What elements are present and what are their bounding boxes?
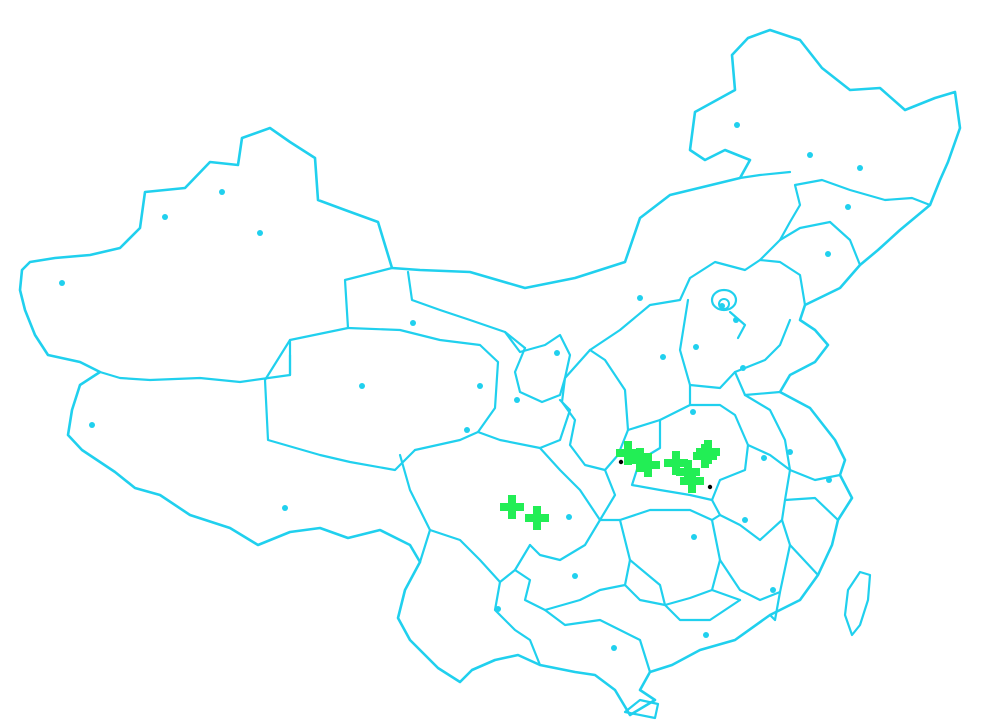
border-liaoning <box>758 220 862 307</box>
border-beijing <box>710 288 738 312</box>
capital-dot-icon <box>691 534 697 540</box>
capital-dot-icon <box>464 427 470 433</box>
capital-dot-icon <box>637 295 643 301</box>
border-tianjin <box>728 310 747 340</box>
capital-dot-icon <box>257 230 263 236</box>
capital-dot-icon <box>282 505 288 511</box>
capital-dot-icon <box>89 422 95 428</box>
capital-dot-icon <box>410 320 416 326</box>
capital-dot-icon <box>770 587 776 593</box>
border-hubei <box>598 468 722 522</box>
border-inner-mongolia-south <box>588 220 832 352</box>
capital-dot-icon <box>690 409 696 415</box>
border-xinjiang-tibet <box>98 353 292 384</box>
border-yunnan <box>493 580 542 667</box>
border-tibet-sichuan <box>398 453 432 564</box>
border-gansu-sichuan <box>476 398 572 450</box>
plus-marker-icon <box>628 448 652 472</box>
border-gansu-ningxia <box>503 330 572 380</box>
border-sichuan-south <box>428 528 532 584</box>
hainan-outline <box>623 698 660 720</box>
capital-dot-icon <box>162 214 168 220</box>
capital-dot-icon <box>554 350 560 356</box>
capital-dot-icon <box>826 477 832 483</box>
border-jiangsu <box>743 393 842 482</box>
capital-dot-icon <box>734 122 740 128</box>
border-tibet-qinghai <box>263 338 417 472</box>
border-fujian <box>768 590 782 622</box>
border-qinghai-gansu <box>346 326 500 452</box>
capital-dot-icon <box>611 645 617 651</box>
capital-dot-icon <box>787 449 793 455</box>
border-heilongjiang <box>738 170 792 180</box>
capital-dot-icon <box>660 354 666 360</box>
capital-dot-icon <box>761 455 767 461</box>
city-dot <box>707 484 713 490</box>
border-guizhou <box>513 518 632 612</box>
plus-marker-icon <box>664 451 688 475</box>
border-guangxi <box>543 583 667 674</box>
taiwan-outline <box>843 570 872 637</box>
city-dot <box>618 459 624 465</box>
capital-dot-icon <box>742 517 748 523</box>
border-jilin <box>778 178 932 242</box>
capital-dot-icon <box>219 189 225 195</box>
border-ningxia <box>513 346 592 404</box>
border-hunan <box>628 518 722 607</box>
capital-dot-icon <box>857 165 863 171</box>
border-zhejiang <box>780 496 840 577</box>
plus-marker-icon <box>696 440 720 464</box>
plus-marker-icon <box>525 506 549 530</box>
beijing-capital-ring <box>718 298 730 310</box>
border-anhui <box>710 443 792 542</box>
capital-dot-icon <box>845 204 851 210</box>
capital-dots-group <box>59 122 863 651</box>
capital-dot-icon <box>59 280 65 286</box>
capital-dot-icon <box>693 344 699 350</box>
capital-dot-icon <box>825 251 831 257</box>
capital-dot-icon <box>572 573 578 579</box>
capital-dot-icon <box>807 152 813 158</box>
capital-dot-icon <box>477 383 483 389</box>
border-shandong <box>733 370 782 397</box>
plus-marker-icon <box>500 495 524 519</box>
border-guangdong <box>663 598 742 622</box>
plus-markers-group <box>500 440 720 530</box>
plus-marker-icon <box>636 453 660 477</box>
border-hebei <box>688 318 792 390</box>
capital-dot-icon <box>703 632 709 638</box>
border-shanxi <box>626 298 692 432</box>
border-chongqing <box>528 446 602 562</box>
capital-dot-icon <box>495 606 501 612</box>
border-xinjiang-gansu <box>288 266 394 377</box>
plus-marker-icon <box>680 469 704 493</box>
capital-dot-icon <box>359 383 365 389</box>
plus-marker-icon <box>616 441 640 465</box>
capital-dot-icon <box>740 365 746 371</box>
capital-dot-icon <box>733 317 739 323</box>
border-jiangxi <box>710 543 792 602</box>
country-outline <box>18 28 962 717</box>
capital-dot-icon <box>514 397 520 403</box>
capital-dot-icon <box>566 514 572 520</box>
